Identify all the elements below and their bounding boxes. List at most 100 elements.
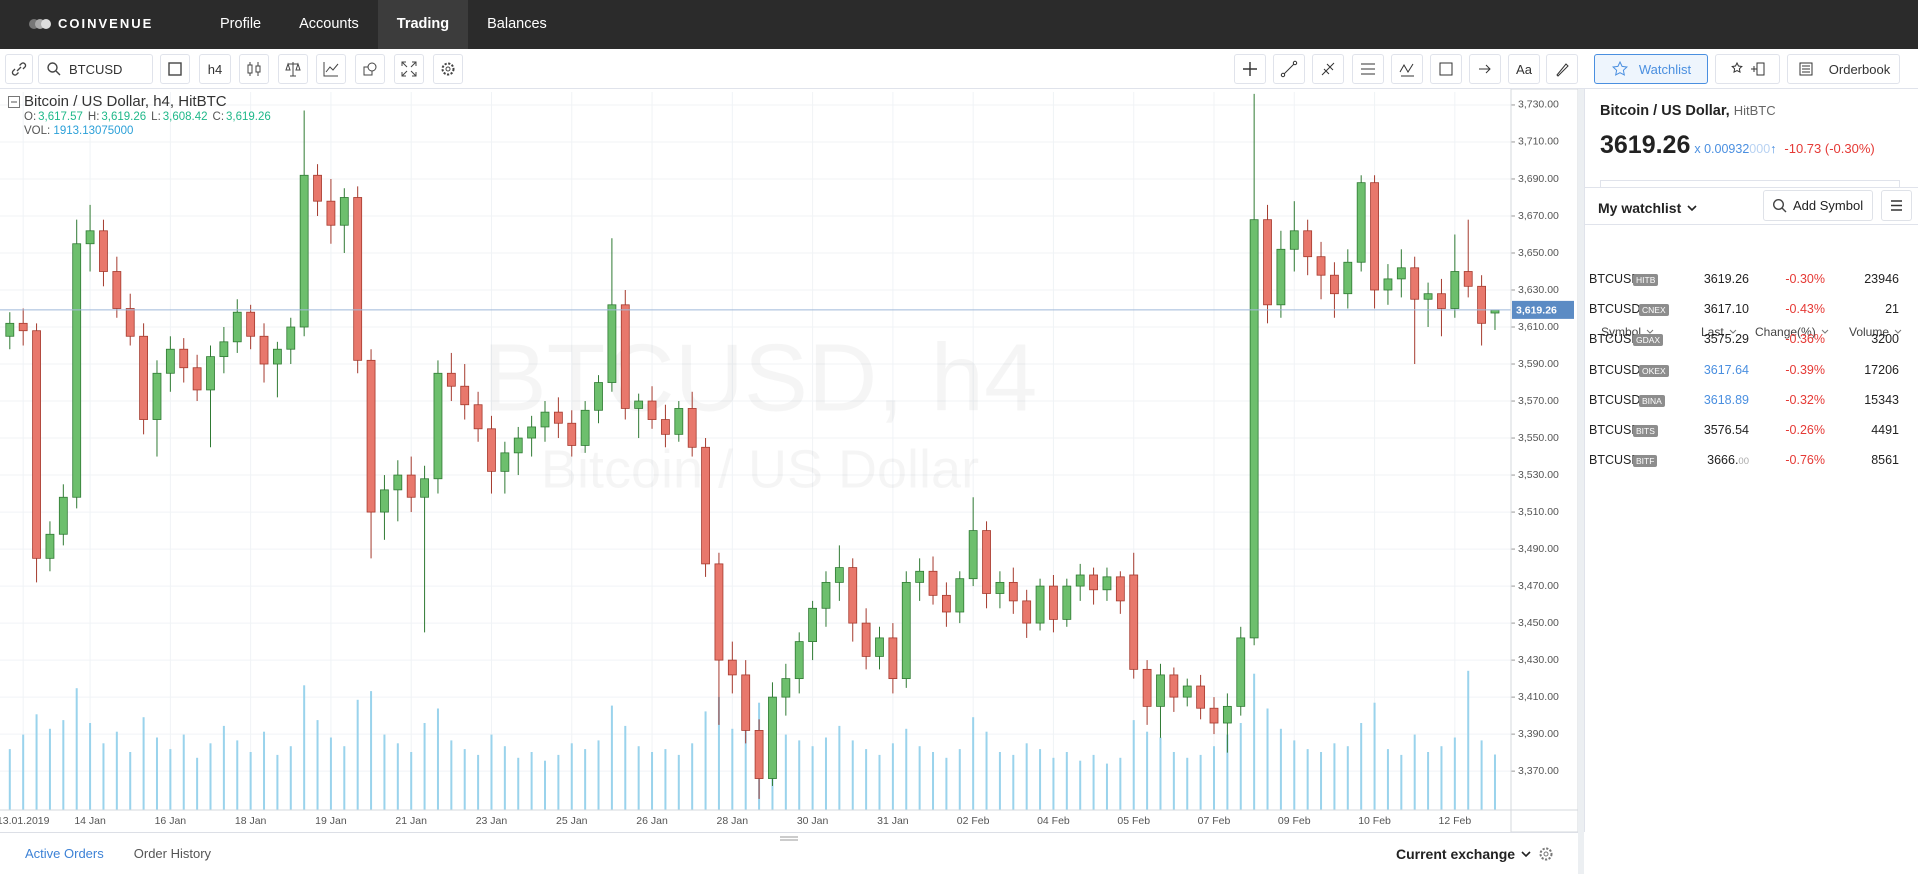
add-symbol-label[interactable]: Add Symbol: [1793, 198, 1864, 213]
row-symbol[interactable]: BTCUSDT: [1589, 302, 1649, 317]
watchlist-tab-label[interactable]: Watchlist: [1638, 61, 1692, 77]
pattern-tool[interactable]: [1391, 54, 1423, 84]
row-last-wrap[interactable]: 3618.89: [1704, 393, 1749, 407]
watchlist-tab[interactable]: Watchlist: [1594, 54, 1708, 84]
sort-icon[interactable]: [1727, 328, 1739, 336]
nav-item[interactable]: Trading: [377, 0, 469, 49]
watchlist-row[interactable]: BTCUSDT CNEX 3617.10 -0.43% 21: [1589, 294, 1907, 324]
crosshair-tool[interactable]: [1234, 54, 1266, 84]
row-volume[interactable]: 8561: [1871, 453, 1899, 468]
watchlist-name[interactable]: My watchlist: [1598, 200, 1682, 216]
text-tool[interactable]: Aa: [1508, 54, 1540, 84]
row-volume[interactable]: 4491: [1871, 423, 1899, 437]
column-title[interactable]: Change(%): [1755, 325, 1816, 339]
row-last[interactable]: 3617.10: [1703, 302, 1749, 317]
watchlist-row[interactable]: BTCUSDT BINA 3618.89 -0.32% 15343: [1589, 385, 1907, 415]
watchlist-row[interactable]: BTCUSDT OKEX 3617.64 -0.39% 17206: [1589, 355, 1907, 385]
orderbook-tab[interactable]: Orderbook: [1787, 54, 1900, 84]
row-badge[interactable]: BINA: [1639, 394, 1665, 407]
compare-button[interactable]: [160, 54, 190, 84]
row-change[interactable]: -0.76%: [1785, 453, 1825, 468]
row-badge[interactable]: GDAX: [1633, 334, 1664, 347]
exchange-select[interactable]: Current exchange: [1396, 846, 1532, 862]
chart-style-button[interactable]: [239, 54, 269, 84]
row-badge[interactable]: OKEX: [1639, 364, 1669, 377]
row-last[interactable]: 3666.: [1707, 453, 1739, 468]
row-last[interactable]: 3575.29: [1703, 332, 1749, 347]
symbol-search[interactable]: BTCUSD: [38, 54, 153, 84]
trendline-tool[interactable]: [1273, 54, 1305, 84]
row-last[interactable]: 3619.26: [1703, 272, 1749, 286]
column-header[interactable]: Volume: [1849, 325, 1904, 339]
watchlist-menu[interactable]: [1881, 190, 1912, 221]
resize-handle[interactable]: [780, 836, 798, 842]
nav-item[interactable]: Accounts: [299, 16, 359, 32]
row-symbol[interactable]: BTCUSDT: [1589, 362, 1649, 377]
column-header[interactable]: Change(%): [1755, 325, 1831, 339]
column-title[interactable]: Last: [1701, 325, 1724, 339]
row-badge[interactable]: HITB: [1633, 274, 1659, 286]
interval-button[interactable]: h4: [199, 54, 231, 84]
row-last[interactable]: 3576.54: [1703, 423, 1749, 437]
row-change[interactable]: -0.26%: [1785, 423, 1825, 437]
order-tab[interactable]: Order History: [133, 846, 212, 861]
row-symbol[interactable]: BTCUSDT: [1589, 392, 1649, 407]
orderbook-tab-label[interactable]: Orderbook: [1828, 61, 1891, 77]
row-change[interactable]: -0.36%: [1785, 332, 1825, 347]
row-symbol[interactable]: BTCUSD: [1589, 453, 1641, 468]
rectangle-tool[interactable]: [1430, 54, 1462, 84]
row-last-wrap[interactable]: 3575.29: [1704, 332, 1749, 346]
brush-tool[interactable]: [1546, 54, 1578, 84]
arrow-tool[interactable]: [1469, 54, 1501, 84]
bottom-settings[interactable]: [1537, 845, 1555, 863]
pitchfork-tool[interactable]: [1312, 54, 1344, 84]
row-change[interactable]: -0.39%: [1785, 362, 1825, 377]
row-last-wrap[interactable]: 3619.26: [1704, 272, 1749, 286]
row-last[interactable]: 3618.89: [1703, 392, 1749, 407]
row-change[interactable]: -0.32%: [1785, 392, 1825, 407]
details-tab[interactable]: [1715, 54, 1780, 84]
row-symbol[interactable]: BTCUSD: [1589, 272, 1641, 286]
add-symbol-button[interactable]: Add Symbol: [1763, 190, 1873, 221]
fib-tool[interactable]: [1352, 54, 1384, 84]
watchlist-row[interactable]: BTCUSD BITF 3666.00 -0.76% 8561: [1589, 445, 1907, 475]
row-badge[interactable]: BITS: [1633, 425, 1658, 437]
symbol-input[interactable]: BTCUSD: [69, 61, 123, 77]
row-change[interactable]: -0.30%: [1785, 272, 1825, 286]
row-change[interactable]: -0.43%: [1785, 302, 1825, 317]
splitter[interactable]: [1578, 89, 1584, 874]
collapse-icon[interactable]: [8, 95, 20, 108]
row-volume[interactable]: 3200: [1871, 332, 1899, 347]
row-last-faded[interactable]: 00: [1738, 456, 1749, 468]
fullscreen-button[interactable]: [394, 54, 424, 84]
sort-icon[interactable]: [1819, 328, 1831, 336]
watchlist-row[interactable]: BTCUSD BITS 3576.54 -0.26% 4491: [1589, 415, 1907, 445]
column-header[interactable]: Last: [1701, 325, 1739, 339]
column-title[interactable]: Symbol: [1601, 325, 1642, 339]
settings-button[interactable]: [433, 54, 463, 84]
row-symbol[interactable]: BTCUSD: [1589, 332, 1641, 347]
link-button[interactable]: [5, 54, 33, 84]
watchlist-select[interactable]: My watchlist: [1598, 200, 1698, 216]
row-last-wrap[interactable]: 3617.10: [1704, 302, 1749, 316]
sort-icon[interactable]: [1892, 328, 1904, 336]
watchlist-row[interactable]: BTCUSD GDAX 3575.29 -0.36% 3200: [1589, 324, 1907, 354]
column-title[interactable]: Volume: [1849, 325, 1890, 339]
nav-item[interactable]: Balances: [487, 16, 547, 32]
watchlist-row[interactable]: BTCUSD HITB 3619.26 -0.30% 23946: [1589, 264, 1907, 294]
indicators-button[interactable]: [316, 54, 346, 84]
row-badge[interactable]: BITF: [1633, 455, 1658, 468]
row-last-wrap[interactable]: 3576.54: [1704, 423, 1749, 437]
compare-scale-button[interactable]: [278, 54, 308, 84]
exchange-select-label[interactable]: Current exchange: [1396, 846, 1516, 862]
row-volume[interactable]: 17206: [1864, 362, 1899, 377]
row-last[interactable]: 3617.64: [1703, 362, 1749, 377]
order-tab[interactable]: Active Orders: [25, 846, 104, 861]
nav-item[interactable]: Profile: [220, 16, 262, 32]
row-last-wrap[interactable]: 3617.64: [1704, 363, 1749, 377]
row-last-wrap[interactable]: 3666.00: [1707, 453, 1749, 467]
shapes-button[interactable]: [355, 54, 385, 84]
row-volume[interactable]: 15343: [1864, 392, 1899, 407]
sort-icon[interactable]: [1644, 328, 1656, 336]
column-header[interactable]: Symbol: [1601, 325, 1656, 339]
